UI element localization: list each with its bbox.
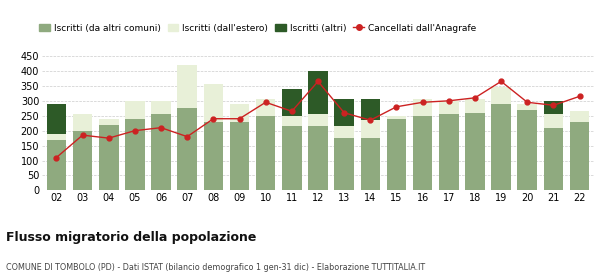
Bar	[361, 138, 380, 190]
Bar	[439, 101, 458, 114]
Bar	[465, 113, 485, 190]
Bar	[308, 71, 328, 114]
Bar	[125, 119, 145, 190]
Bar	[491, 104, 511, 190]
Bar	[73, 131, 92, 190]
Text: COMUNE DI TOMBOLO (PD) - Dati ISTAT (bilancio demografico 1 gen-31 dic) - Elabor: COMUNE DI TOMBOLO (PD) - Dati ISTAT (bil…	[6, 263, 425, 272]
Bar	[47, 104, 66, 134]
Bar	[491, 87, 511, 104]
Bar	[439, 114, 458, 190]
Bar	[334, 126, 354, 138]
Bar	[178, 65, 197, 108]
Bar	[282, 116, 302, 126]
Bar	[308, 114, 328, 126]
Bar	[334, 138, 354, 190]
Bar	[203, 122, 223, 190]
Bar	[570, 122, 589, 190]
Bar	[203, 84, 223, 122]
Bar	[47, 140, 66, 190]
Bar	[544, 101, 563, 114]
Bar	[256, 116, 275, 190]
Bar	[47, 134, 66, 140]
Bar	[230, 122, 250, 190]
Bar	[178, 108, 197, 190]
Bar	[544, 114, 563, 128]
Bar	[334, 99, 354, 126]
Bar	[517, 110, 537, 190]
Bar	[73, 114, 92, 131]
Text: Flusso migratorio della popolazione: Flusso migratorio della popolazione	[6, 231, 256, 244]
Bar	[570, 111, 589, 122]
Bar	[99, 125, 119, 190]
Bar	[413, 99, 433, 116]
Bar	[282, 126, 302, 190]
Bar	[386, 119, 406, 190]
Bar	[99, 119, 119, 125]
Bar	[256, 99, 275, 116]
Bar	[230, 104, 250, 122]
Bar	[386, 116, 406, 119]
Bar	[151, 114, 171, 190]
Bar	[151, 101, 171, 114]
Bar	[282, 89, 302, 116]
Bar	[361, 99, 380, 120]
Legend: Iscritti (da altri comuni), Iscritti (dall'estero), Iscritti (altri), Cancellati: Iscritti (da altri comuni), Iscritti (da…	[35, 20, 479, 36]
Bar	[125, 101, 145, 119]
Bar	[308, 126, 328, 190]
Bar	[544, 128, 563, 190]
Bar	[517, 104, 537, 110]
Bar	[413, 116, 433, 190]
Bar	[361, 120, 380, 138]
Bar	[465, 99, 485, 113]
